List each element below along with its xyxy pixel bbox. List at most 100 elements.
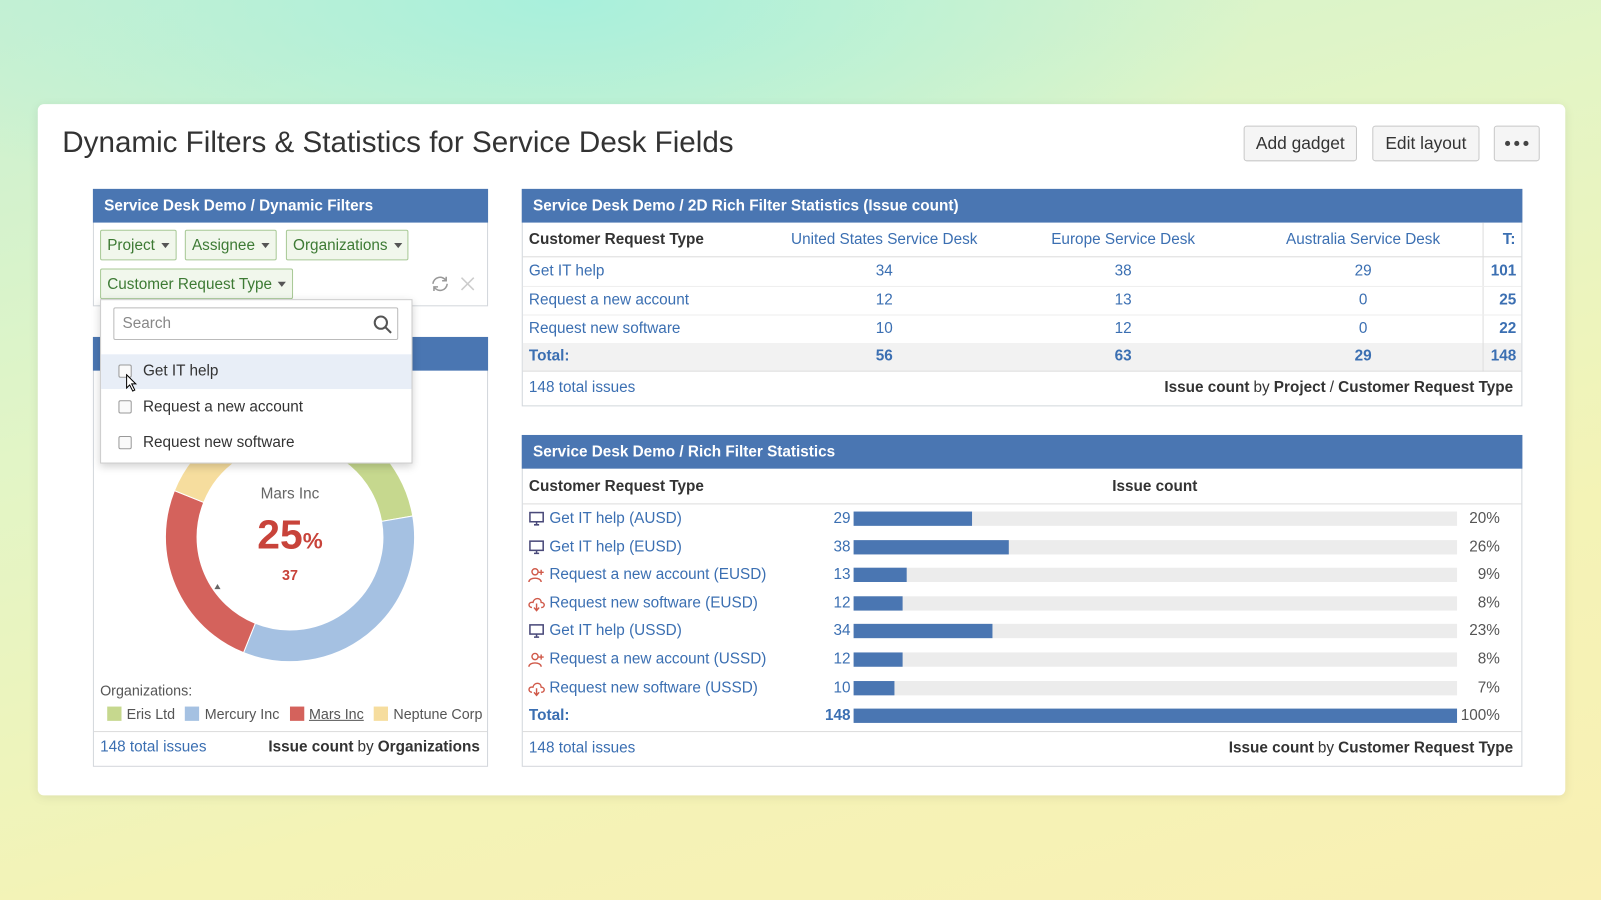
legend-item[interactable]: Neptune Corp xyxy=(373,705,482,723)
row-percent: 26% xyxy=(1469,537,1500,556)
footer-part: Issue count xyxy=(1228,739,1314,757)
legend-swatch xyxy=(373,706,389,721)
row-percent: 100% xyxy=(1460,706,1500,724)
total-value[interactable]: 63 xyxy=(1114,347,1132,365)
row-label[interactable]: Request new software (EUSD) xyxy=(549,594,758,612)
row-percent: 8% xyxy=(1477,650,1500,668)
dropdown-option[interactable]: Get IT help xyxy=(101,354,412,390)
cell-value[interactable]: 12 xyxy=(1114,319,1132,337)
search-icon xyxy=(373,315,392,334)
icon xyxy=(528,597,545,612)
legend-item[interactable]: Mercury Inc xyxy=(185,705,279,723)
row-total[interactable]: 25 xyxy=(1499,290,1517,309)
bar-track xyxy=(853,680,1458,695)
footer-part: Customer Request Type xyxy=(1338,378,1514,397)
row-count: 12 xyxy=(833,650,851,668)
divider xyxy=(522,314,1522,316)
row-label[interactable]: Request new software xyxy=(528,319,681,337)
legend-item[interactable]: Mars Inc xyxy=(289,705,364,723)
column-header: Customer Request Type xyxy=(528,230,704,249)
cell-value[interactable]: 29 xyxy=(1354,262,1372,280)
cell-value[interactable]: 0 xyxy=(1358,319,1368,337)
caret xyxy=(393,242,402,248)
dropdown-option[interactable]: Request new software xyxy=(101,426,411,461)
icon xyxy=(528,652,544,667)
checkbox[interactable] xyxy=(118,400,132,414)
total-issues-link[interactable]: 148 total issues xyxy=(528,739,636,757)
bar xyxy=(853,624,993,639)
center-count: 37 xyxy=(282,566,298,584)
row-count: 12 xyxy=(833,594,851,612)
toolbar-button[interactable]: Add gadget xyxy=(1243,125,1357,162)
cell-value[interactable]: 12 xyxy=(875,290,893,309)
divider xyxy=(522,370,1522,372)
total-issues-link[interactable]: 148 total issues xyxy=(100,738,207,756)
dropdown-option[interactable]: Request a new account xyxy=(101,390,411,425)
dot xyxy=(1523,140,1529,147)
row-label[interactable]: Get IT help (EUSD) xyxy=(549,537,682,556)
row-label[interactable]: Request a new account (USSD) xyxy=(549,650,767,668)
legend-label: Mars Inc xyxy=(308,705,364,722)
caret xyxy=(161,242,170,248)
percent-unit: % xyxy=(302,527,323,554)
row-percent: 23% xyxy=(1469,622,1500,640)
search-box[interactable]: Search xyxy=(113,307,399,341)
row-count: 148 xyxy=(824,706,851,724)
row-label[interactable]: Get IT help xyxy=(528,262,605,280)
cell-value[interactable]: 0 xyxy=(1358,290,1368,309)
option-label: Get IT help xyxy=(142,362,219,380)
legend-swatch xyxy=(289,706,304,721)
filter-button[interactable]: Customer Request Type xyxy=(100,268,294,300)
row-count: 10 xyxy=(833,678,851,696)
request-type-icon xyxy=(528,651,545,667)
filter-icons[interactable] xyxy=(429,274,490,294)
footer-summary: Issue count by Customer Request Type xyxy=(1229,738,1514,758)
divider xyxy=(522,256,1522,258)
row-label[interactable]: Request new software (USSD) xyxy=(549,678,758,696)
row-label[interactable]: Get IT help (AUSD) xyxy=(549,509,682,527)
grand-total[interactable]: 148 xyxy=(1490,347,1517,365)
filter-button[interactable]: Project xyxy=(100,229,177,261)
row-total[interactable]: 22 xyxy=(1499,319,1517,337)
pointer xyxy=(214,584,221,590)
divider xyxy=(93,731,488,733)
footer-part: Customer Request Type xyxy=(1338,739,1514,757)
filter-button[interactable]: Organizations xyxy=(285,229,409,261)
legend-item[interactable]: Eris Ltd xyxy=(107,705,175,723)
row-percent: 20% xyxy=(1469,509,1500,527)
request-type-icon xyxy=(528,567,545,583)
option-label: Request a new account xyxy=(142,398,304,416)
checkbox[interactable] xyxy=(118,364,132,378)
center-percent: 25% xyxy=(188,513,392,559)
dashboard-title: Dynamic Filters & Statistics for Service… xyxy=(62,126,734,159)
bar xyxy=(853,567,907,583)
request-type-icon xyxy=(528,623,545,639)
total-issues-link[interactable]: 148 total issues xyxy=(528,378,636,397)
checkbox[interactable] xyxy=(118,435,132,450)
toolbar-button[interactable]: Edit layout xyxy=(1372,125,1480,162)
cell-value[interactable]: 38 xyxy=(1114,262,1132,280)
row-label[interactable]: Get IT help (USSD) xyxy=(549,622,682,640)
dot xyxy=(1505,140,1511,147)
row-label[interactable]: Request a new account (EUSD) xyxy=(549,565,767,584)
icon xyxy=(529,624,544,639)
total-value[interactable]: 56 xyxy=(875,347,893,365)
caret xyxy=(278,281,287,287)
total-label: Total: xyxy=(528,347,570,365)
icon xyxy=(528,682,545,697)
more-button[interactable] xyxy=(1493,125,1540,162)
footer-part: Issue count xyxy=(268,738,354,756)
legend-title: Organizations: xyxy=(100,682,193,699)
cell-value[interactable]: 34 xyxy=(875,262,893,280)
bar xyxy=(853,680,895,695)
total-value[interactable]: 29 xyxy=(1354,347,1372,365)
column-header: Customer Request Type xyxy=(528,477,704,496)
cell-value[interactable]: 10 xyxy=(875,319,893,337)
column-divider xyxy=(1482,222,1484,372)
row-total[interactable]: 101 xyxy=(1490,262,1517,280)
filter-button[interactable]: Assignee xyxy=(184,229,277,261)
row-label[interactable]: Request a new account xyxy=(528,290,689,309)
cell-value[interactable]: 13 xyxy=(1114,290,1132,309)
